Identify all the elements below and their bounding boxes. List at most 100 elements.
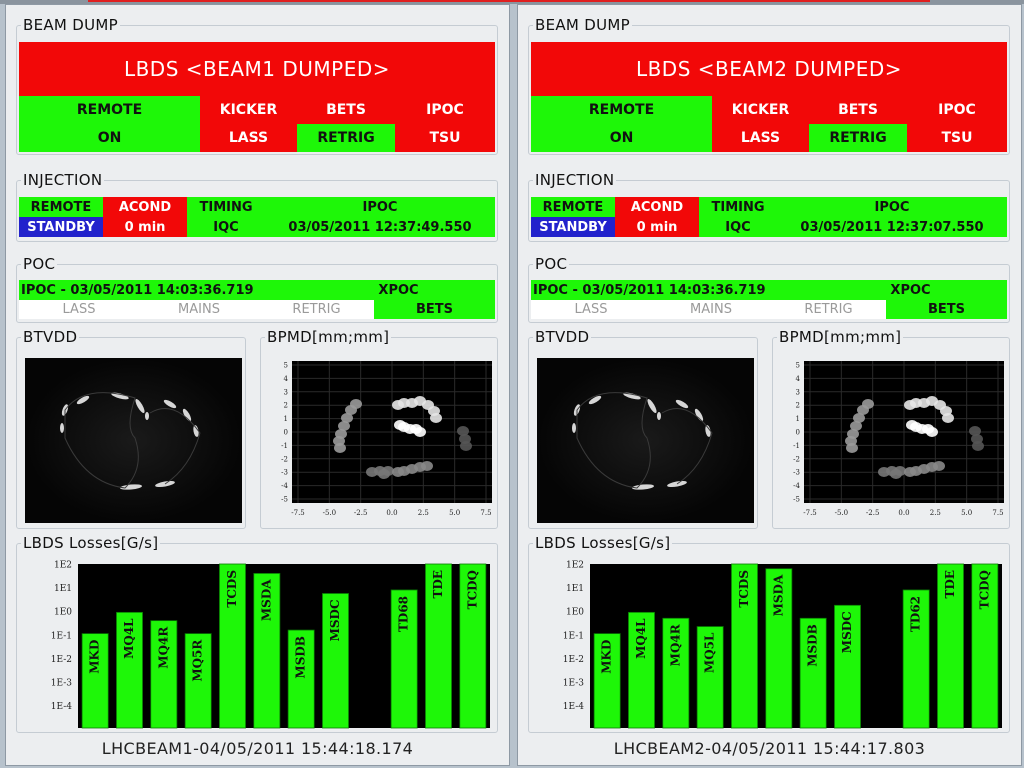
bpmd-x-tick: 7.5 <box>992 509 1003 517</box>
inj-remote-value: STANDBY <box>19 217 103 237</box>
bpmd-beam-blob <box>933 461 945 471</box>
bpmd-x-tick: -7.5 <box>803 509 817 517</box>
loss-bar <box>184 633 212 729</box>
losses-group: LBDS Losses[G/s] 1E2 1E1 1E0 1E-1 1E-2 1E-3 1E… <box>528 535 1010 733</box>
bpmd-x-tick: 5.0 <box>449 509 460 517</box>
losses-title: LBDS Losses[G/s] <box>533 534 673 552</box>
bpmd-beam-blob <box>414 427 426 437</box>
lbds-losses-bar-chart: 1E2 1E1 1E0 1E-1 1E-2 1E-3 1E-4 MKD MQ4L MQ4R MQ5R… <box>51 561 490 729</box>
loss-bar <box>696 626 724 729</box>
loss-bar-label: MSDC <box>328 599 342 641</box>
bpmd-beam-blob <box>890 469 902 479</box>
losses-plot-area <box>78 564 490 728</box>
loss-bar-label: TD62 <box>909 596 923 632</box>
top-bar <box>0 0 1024 4</box>
bpmd-beam-blob <box>904 400 916 410</box>
xpoc-label: XPOC <box>814 280 1007 300</box>
loss-bar-label: MSDC <box>840 611 854 653</box>
loss-bar-label: MQ4L <box>122 618 136 659</box>
loss-bar-label: TCDS <box>225 570 239 608</box>
loss-bar <box>765 568 793 729</box>
losses-y-tick: 1E-1 <box>563 631 584 641</box>
loss-bar <box>253 573 281 729</box>
loss-bar-label: MQ4R <box>156 626 170 669</box>
injection-group: INJECTION REMOTE STANDBY ACOND 0 min TIM… <box>16 172 498 242</box>
loss-bar <box>662 617 690 729</box>
kicker-value: LASS <box>200 124 297 152</box>
btvdd-group: BTVDD <box>16 329 246 529</box>
timing-label: TIMING <box>187 197 265 217</box>
ipoc-value: TSU <box>395 124 495 152</box>
loss-bar-label: MKD <box>600 640 614 674</box>
poc-title: POC <box>533 255 570 273</box>
xpoc-label: XPOC <box>302 280 495 300</box>
poc-ipoc-line: IPOC - 03/05/2011 14:03:36.719 <box>531 280 814 300</box>
beam-footer-timestamp: LHCBEAM2-04/05/2011 15:44:17.803 <box>613 739 926 758</box>
poc-bets: BETS <box>374 300 495 319</box>
bpmd-beam-blob <box>392 400 404 410</box>
losses-y-tick: 1E-2 <box>51 655 72 665</box>
loss-bar-label: MQ5L <box>703 632 717 673</box>
bpmd-y-tick: -2 <box>281 455 288 463</box>
loss-bar <box>834 604 861 729</box>
poc-mains: MAINS <box>651 300 771 319</box>
loss-bar-label: MQ4R <box>668 623 682 666</box>
loss-bar-label: MSDA <box>771 574 785 616</box>
bpmd-y-tick: 5 <box>284 362 288 370</box>
bpmd-beam-blob <box>846 443 858 453</box>
loss-bar <box>322 593 349 729</box>
bpmd-y-tick: 5 <box>796 362 800 370</box>
bpmd-y-tick: 2 <box>284 402 288 410</box>
bpmd-beam-blob <box>366 467 378 477</box>
bpmd-y-tick: 4 <box>284 375 289 383</box>
btvdd-screen-image <box>25 358 242 523</box>
bpmd-y-tick: -4 <box>793 482 800 490</box>
loss-bar <box>971 563 999 729</box>
kicker-label: KICKER <box>712 96 809 124</box>
losses-y-tick: 1E-1 <box>51 631 72 641</box>
bpmd-beam-blob <box>338 421 350 431</box>
loss-bar-label: MSDA <box>259 579 273 621</box>
losses-y-tick: 1E1 <box>566 584 584 594</box>
loss-bar <box>287 629 315 729</box>
losses-y-tick: 1E2 <box>566 561 584 571</box>
ipoc-label: IPOC <box>907 96 1007 124</box>
bpmd-x-tick: 5.0 <box>961 509 972 517</box>
kicker-value: LASS <box>712 124 809 152</box>
injection-title: INJECTION <box>533 171 617 189</box>
acond-label: ACOND <box>103 197 187 217</box>
loss-bar <box>390 589 418 729</box>
bpmd-beam-blob <box>341 413 353 423</box>
bets-label: BETS <box>809 96 907 124</box>
losses-y-tick: 1E1 <box>54 584 72 594</box>
losses-y-tick: 1E-4 <box>51 702 73 712</box>
bets-value: RETRIG <box>809 124 907 152</box>
lbds-status-banner: LBDS <BEAM2 DUMPED> <box>531 42 1007 96</box>
poc-group: POC IPOC - 03/05/2011 14:03:36.719 XPOC … <box>16 256 498 323</box>
beam1-panel: BEAM DUMP LBDS <BEAM1 DUMPED> REMOTE ON … <box>5 4 510 766</box>
bpmd-x-tick: 2.5 <box>418 509 429 517</box>
poc-bets: BETS <box>886 300 1007 319</box>
poc-ipoc-line: IPOC - 03/05/2011 14:03:36.719 <box>19 280 302 300</box>
ipoc-value: TSU <box>907 124 1007 152</box>
bpmd-y-tick: 4 <box>796 375 801 383</box>
loss-bar <box>799 617 827 729</box>
bpmd-y-tick: -5 <box>793 496 800 504</box>
injection-title: INJECTION <box>21 171 105 189</box>
inj-remote-label: REMOTE <box>531 197 615 217</box>
ipoc-label: IPOC <box>395 96 495 124</box>
losses-title: LBDS Losses[G/s] <box>21 534 161 552</box>
losses-y-tick: 1E-4 <box>563 702 585 712</box>
bpmd-y-tick: -4 <box>281 482 288 490</box>
bets-label: BETS <box>297 96 395 124</box>
losses-y-tick: 1E-3 <box>563 678 585 688</box>
losses-y-tick: 1E-3 <box>51 678 73 688</box>
poc-mains: MAINS <box>139 300 259 319</box>
lbds-status-banner: LBDS <BEAM1 DUMPED> <box>19 42 495 96</box>
bpmd-beam-blob <box>906 420 918 430</box>
bpmd-y-tick: 1 <box>284 415 288 423</box>
loss-bar <box>902 589 930 729</box>
remote-value: ON <box>19 124 200 152</box>
inj-remote-label: REMOTE <box>19 197 103 217</box>
loss-bar-label: TCDQ <box>977 570 991 609</box>
